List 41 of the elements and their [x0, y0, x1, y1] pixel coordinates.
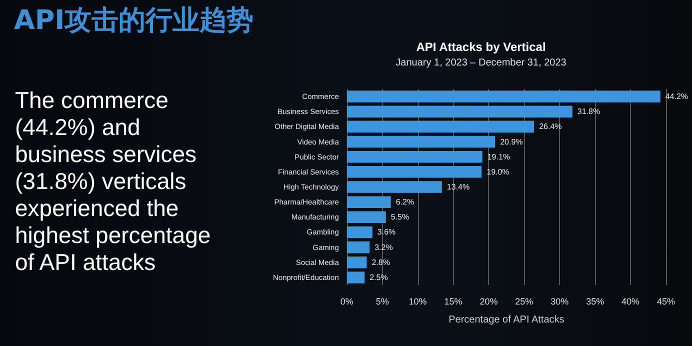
data-label: 2.5%	[370, 272, 388, 282]
bar	[346, 241, 370, 254]
x-tick-label: 5%	[376, 296, 389, 306]
x-tick-label: 20%	[480, 296, 498, 306]
bar	[346, 120, 534, 133]
bar	[346, 272, 365, 284]
x-tick-label: 10%	[408, 296, 427, 306]
data-label: 2.8%	[372, 258, 390, 267]
data-label: 3.2%	[374, 242, 393, 252]
x-tick-label: 30%	[550, 296, 569, 306]
x-tick-label: 15%	[444, 296, 462, 306]
bar	[346, 181, 442, 193]
bar	[346, 166, 482, 178]
bar	[346, 150, 482, 163]
bar	[346, 90, 660, 102]
x-tick-label: 35%	[586, 296, 604, 306]
x-tick-label: 25%	[515, 296, 534, 306]
bar	[346, 106, 572, 118]
data-label: 26.4%	[539, 122, 562, 132]
bar	[346, 196, 391, 208]
x-axis-title: Percentage of API Attacks	[448, 314, 564, 326]
bar	[346, 136, 496, 148]
data-label: 19.1%	[487, 152, 510, 162]
x-tick-label: 40%	[622, 296, 640, 306]
x-tick-label: 45%	[656, 296, 676, 306]
data-label: 5.5%	[390, 212, 410, 222]
bar	[346, 226, 372, 238]
data-label: 3.6%	[377, 228, 396, 237]
bar	[346, 211, 386, 224]
data-label: 6.2%	[396, 198, 414, 207]
chart-subtitle: January 1, 2023 – December 31, 2023	[396, 58, 567, 68]
chart-title: API Attacks by Vertical	[416, 40, 546, 54]
data-label: 13.4%	[446, 182, 470, 192]
text: The commerce (44.2%) and business services (31.8%) verticals experienced the highest percentage of API attacks	[15, 87, 212, 276]
x-tick-label: 0%	[340, 296, 354, 306]
data-label: 20.9%	[500, 137, 523, 146]
data-label: 19.0%	[486, 167, 510, 176]
text: API攻击的行业趋势	[14, 4, 254, 38]
data-label: 31.8%	[577, 107, 600, 116]
bar	[346, 256, 367, 268]
data-label: 44.2%	[665, 92, 688, 102]
